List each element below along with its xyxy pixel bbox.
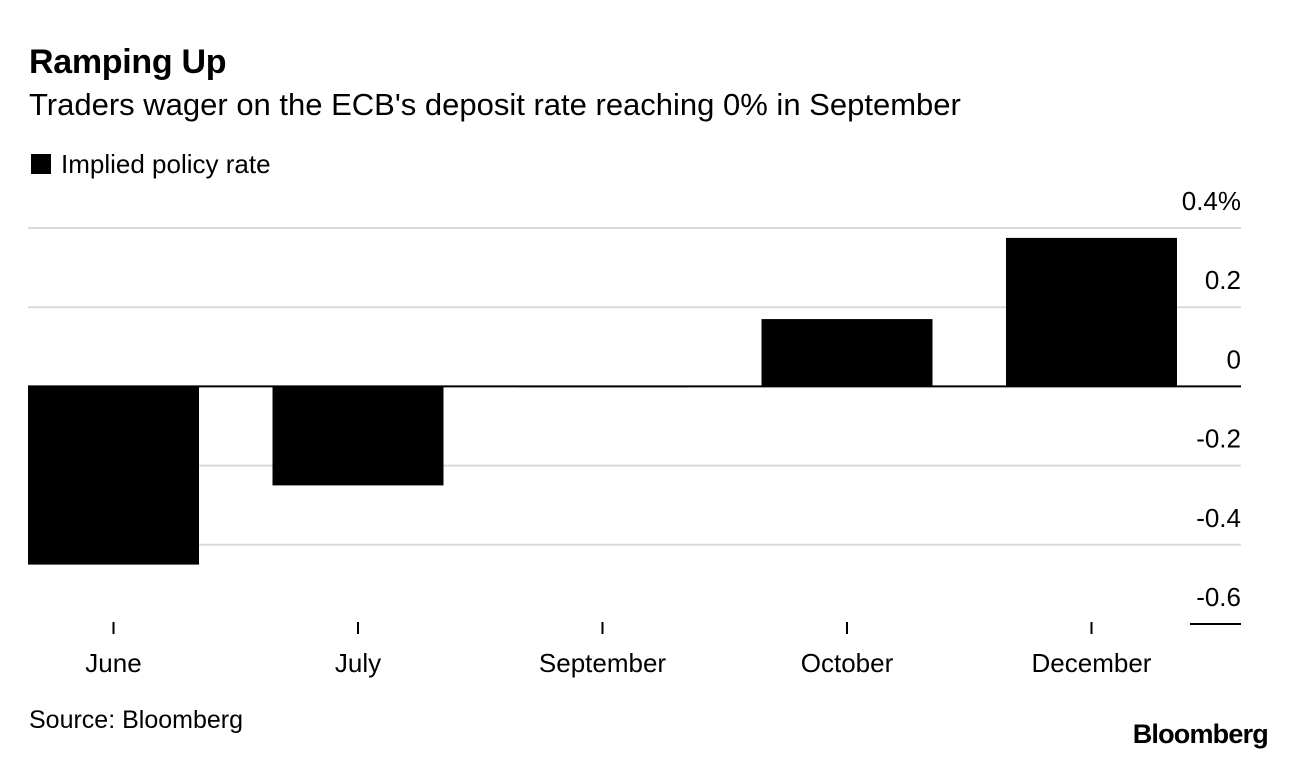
x-tick-label: June bbox=[85, 648, 141, 678]
x-tick-label: July bbox=[335, 648, 381, 678]
y-tick-label: -0.2 bbox=[1196, 424, 1241, 454]
bar bbox=[761, 319, 933, 387]
legend: Implied policy rate bbox=[31, 147, 271, 181]
y-tick-label: 0.4% bbox=[1182, 186, 1241, 216]
legend-label: Implied policy rate bbox=[61, 149, 271, 179]
chart-title: Ramping Up bbox=[29, 43, 227, 81]
bar bbox=[272, 386, 444, 486]
y-tick-label: -0.4 bbox=[1196, 503, 1241, 533]
legend-swatch bbox=[31, 154, 51, 174]
chart-subtitle: Traders wager on the ECB's deposit rate … bbox=[29, 87, 961, 122]
y-tick-label: 0.2 bbox=[1205, 265, 1241, 295]
y-tick-label: 0 bbox=[1227, 344, 1241, 374]
x-tick-label: October bbox=[801, 648, 894, 678]
y-tick-label: -0.6 bbox=[1196, 582, 1241, 612]
x-tick-label: December bbox=[1032, 648, 1152, 678]
source-note: Source: Bloomberg bbox=[29, 706, 244, 734]
x-tick-label: September bbox=[539, 648, 667, 678]
bloomberg-logo: Bloomberg bbox=[1132, 719, 1269, 749]
bar bbox=[1006, 237, 1177, 387]
bar bbox=[28, 386, 199, 565]
